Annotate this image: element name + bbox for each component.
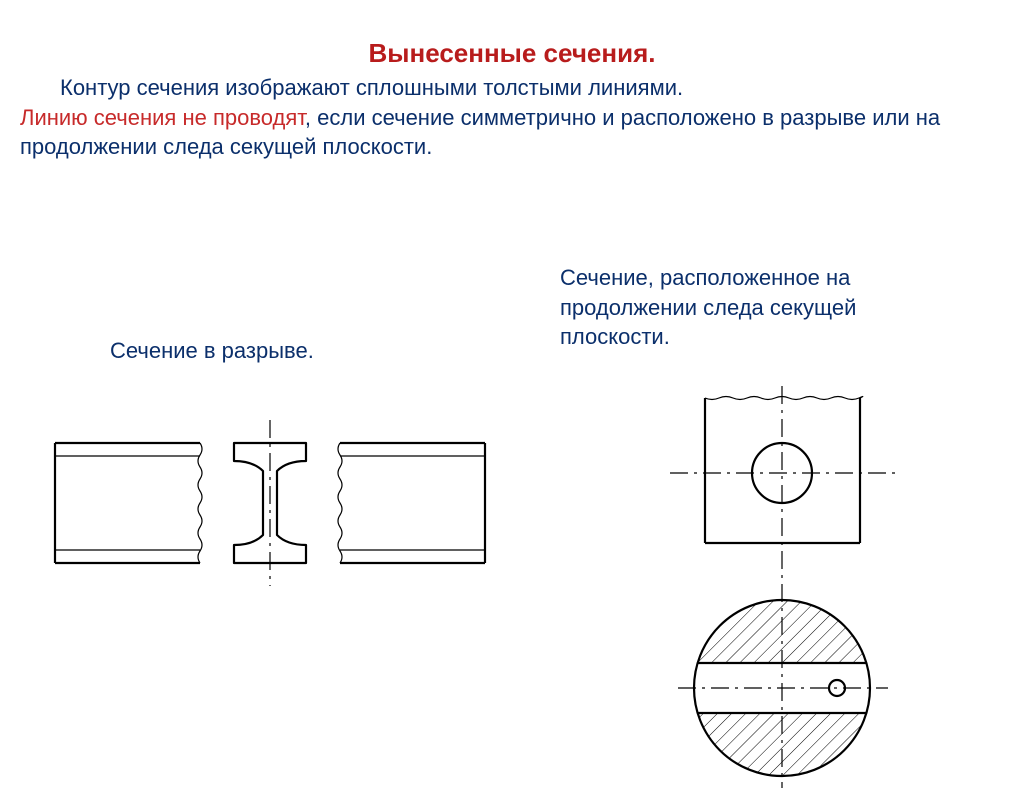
caption-right-line2: продолжении следа секущей <box>560 295 856 320</box>
para-seg1: Контур сечения изображают сплошными толс… <box>60 75 683 100</box>
caption-right-line3: плоскости. <box>560 324 670 349</box>
intro-paragraph: Контур сечения изображают сплошными толс… <box>20 73 1004 162</box>
caption-section-in-break: Сечение в разрыве. <box>110 338 314 364</box>
caption-right-line1: Сечение, расположенное на <box>560 265 850 290</box>
drawing-section-in-break <box>40 408 500 598</box>
title-text: Вынесенные сечения. <box>369 38 656 68</box>
para-seg2: Линию сечения не проводят <box>20 105 305 130</box>
drawing-section-on-trace <box>600 378 940 798</box>
caption-left-text: Сечение в разрыве. <box>110 338 314 363</box>
page-title: Вынесенные сечения. <box>0 38 1024 69</box>
caption-section-on-trace: Сечение, расположенное на продолжении сл… <box>560 263 856 352</box>
